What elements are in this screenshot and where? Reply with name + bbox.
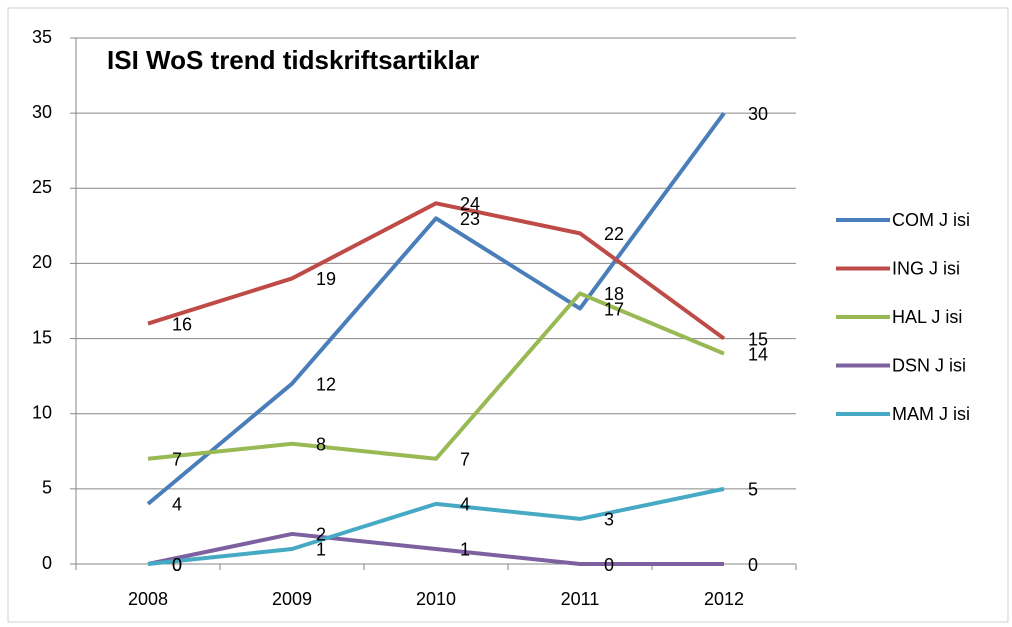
legend-label: ING J isi [892,258,960,278]
chart-title: ISI WoS trend tidskriftsartiklar [107,45,479,75]
data-label: 2 [316,525,326,545]
data-label: 7 [172,450,182,470]
x-tick-label: 2010 [416,589,456,609]
data-label: 3 [604,510,614,530]
data-label: 22 [604,224,624,244]
legend-label: DSN J isi [892,355,966,375]
data-label: 0 [604,555,614,575]
data-label: 24 [460,194,480,214]
data-label: 15 [748,329,768,349]
y-tick-label: 10 [32,402,52,422]
legend-label: MAM J isi [892,404,970,424]
data-label: 0 [172,555,182,575]
data-label: 30 [748,104,768,124]
series-line [147,201,726,341]
data-label: 1 [316,540,326,560]
y-tick-label: 0 [42,553,52,573]
x-tick-label: 2012 [704,589,744,609]
data-label: 23 [460,209,480,229]
data-label: 7 [460,450,470,470]
series-line [146,111,726,506]
data-label: 12 [316,374,336,394]
series-line [147,291,725,461]
y-tick-label: 15 [32,327,52,347]
y-tick-label: 20 [32,252,52,272]
series-line [147,531,724,566]
legend-label: HAL J isi [892,307,962,327]
data-label: 4 [460,495,470,515]
data-label: 0 [172,555,182,575]
data-label: 4 [172,495,182,515]
data-label: 16 [172,314,192,334]
y-tick-label: 5 [42,478,52,498]
series-line [147,486,725,566]
data-label: 8 [316,435,326,455]
x-tick-label: 2009 [272,589,312,609]
y-tick-label: 30 [32,102,52,122]
data-label: 14 [748,344,768,364]
data-label: 1 [460,540,470,560]
x-tick-label: 2011 [561,589,600,609]
data-label: 19 [316,269,336,289]
y-tick-label: 25 [32,177,52,197]
y-tick-label: 35 [32,27,52,47]
data-label: 0 [748,555,758,575]
data-label: 18 [604,284,624,304]
data-label: 5 [748,480,758,500]
data-label: 17 [604,299,624,319]
x-tick-label: 2008 [128,589,168,609]
legend-label: COM J isi [892,210,970,230]
